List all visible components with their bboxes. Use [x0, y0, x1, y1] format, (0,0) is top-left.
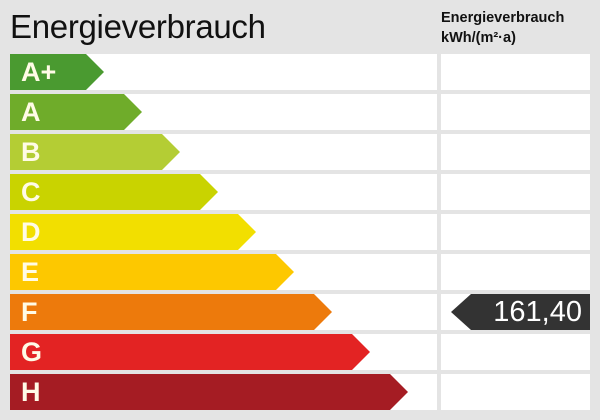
- column-header: Energieverbrauch kWh/(m²·a): [441, 8, 564, 48]
- energy-class-label: A+: [21, 57, 57, 87]
- energy-class-arrow: C: [10, 174, 218, 210]
- energy-class-arrow: B: [10, 134, 180, 170]
- energy-class-row: A: [10, 94, 590, 130]
- energy-class-arrow: E: [10, 254, 294, 290]
- scale-cell: C: [10, 174, 437, 210]
- energy-class-label: H: [21, 377, 41, 407]
- energy-class-row: E: [10, 254, 590, 290]
- value-cell: [441, 54, 590, 90]
- value-marker: 161,40: [451, 294, 590, 330]
- energy-class-arrow: H: [10, 374, 408, 410]
- energy-class-arrow: F: [10, 294, 332, 330]
- value-cell: [441, 374, 590, 410]
- energy-class-arrow: A: [10, 94, 142, 130]
- scale-cell: E: [10, 254, 437, 290]
- energy-class-row: B: [10, 134, 590, 170]
- scale-cell: A+: [10, 54, 437, 90]
- value-cell: [441, 214, 590, 250]
- scale-cell: G: [10, 334, 437, 370]
- page-title: Energieverbrauch: [10, 8, 266, 45]
- energy-class-arrow: D: [10, 214, 256, 250]
- scale-cell: A: [10, 94, 437, 130]
- scale-cell: H: [10, 374, 437, 410]
- value-cell: [441, 94, 590, 130]
- column-header-title: Energieverbrauch: [441, 10, 565, 26]
- value-cell: [441, 134, 590, 170]
- energy-class-label: D: [21, 217, 41, 247]
- value-cell: [441, 174, 590, 210]
- energy-class-row: D: [10, 214, 590, 250]
- energy-class-row: H: [10, 374, 590, 410]
- scale-cell: D: [10, 214, 437, 250]
- value-text: 161,40: [493, 296, 582, 328]
- energy-class-label: C: [21, 177, 41, 207]
- column-header-unit: kWh/(m²·a): [441, 30, 516, 46]
- energy-class-row: G: [10, 334, 590, 370]
- energy-class-label: E: [21, 257, 40, 287]
- energy-class-arrow: G: [10, 334, 370, 370]
- energy-class-label: F: [21, 297, 38, 327]
- value-cell: [441, 254, 590, 290]
- energy-class-label: A: [21, 97, 41, 127]
- energy-class-arrow: A+: [10, 54, 104, 90]
- energy-class-label: G: [21, 337, 43, 367]
- scale-cell: F: [10, 294, 437, 330]
- value-cell: [441, 334, 590, 370]
- energy-class-row: C: [10, 174, 590, 210]
- energy-class-row: A+: [10, 54, 590, 90]
- energy-class-label: B: [21, 137, 41, 167]
- scale-cell: B: [10, 134, 437, 170]
